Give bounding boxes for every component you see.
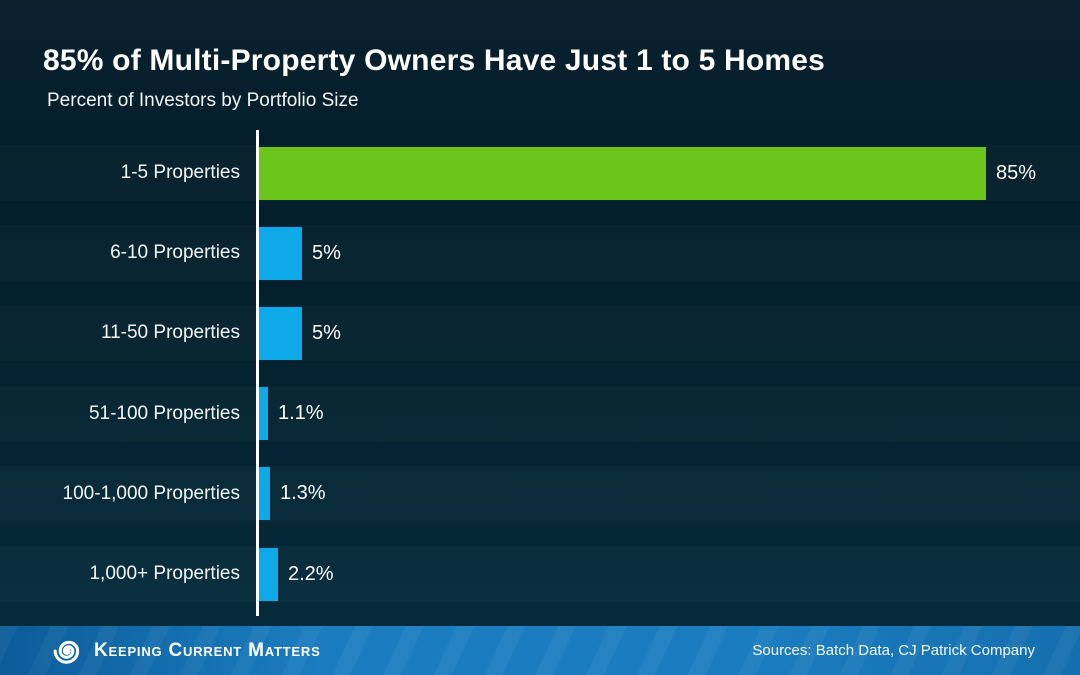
kcm-spiral-logo-icon (53, 640, 80, 664)
value-label: 2.2% (288, 562, 334, 585)
value-label: 1.3% (280, 482, 326, 505)
category-label: 51-100 Properties (88, 402, 240, 424)
brand-name: Keeping Current Matters (94, 639, 321, 661)
value-label: 85% (996, 161, 1037, 184)
category-label: 11-50 Properties (100, 322, 240, 344)
bar-chart: 1-5 Properties 85% 6-10 Properties 5% 11-50 … (0, 130, 1080, 616)
value-label: 5% (312, 241, 341, 264)
chart-row: 1,000+ Properties 2.2% (0, 534, 1080, 614)
chart-row: 6-10 Properties 5% (0, 213, 1080, 293)
bar-default (259, 306, 302, 360)
chart-subtitle: Percent of Investors by Portfolio Size (47, 90, 359, 111)
brand-block: Keeping Current Matters (52, 635, 321, 667)
sources-text: Sources: Batch Data, CJ Patrick Company (752, 642, 1035, 659)
chart-row: 11-50 Properties 5% (0, 293, 1080, 373)
value-label: 5% (312, 321, 341, 344)
chart-row: 100-1,000 Properties 1.3% (0, 454, 1080, 534)
category-label: 1-5 Properties (120, 162, 240, 183)
footer-bar: Keeping Current Matters Sources: Batch D… (0, 626, 1080, 675)
chart-row: 51-100 Properties 1.1% (0, 374, 1080, 454)
vertical-axis-line (256, 130, 259, 616)
bar-default (259, 387, 268, 441)
chart-row: 1-5 Properties 85% (0, 133, 1080, 213)
value-label: 1.1% (278, 402, 324, 425)
bar-default (259, 467, 270, 521)
bar-default (259, 547, 278, 601)
bar-highlight (259, 146, 986, 200)
category-label: 6-10 Properties (110, 242, 240, 264)
category-label: 1,000+ Properties (89, 563, 240, 584)
bar-default (259, 226, 302, 280)
category-label: 100-1,000 Properties (62, 482, 240, 504)
page-title: 85% of Multi-Property Owners Have Just 1… (43, 44, 826, 77)
